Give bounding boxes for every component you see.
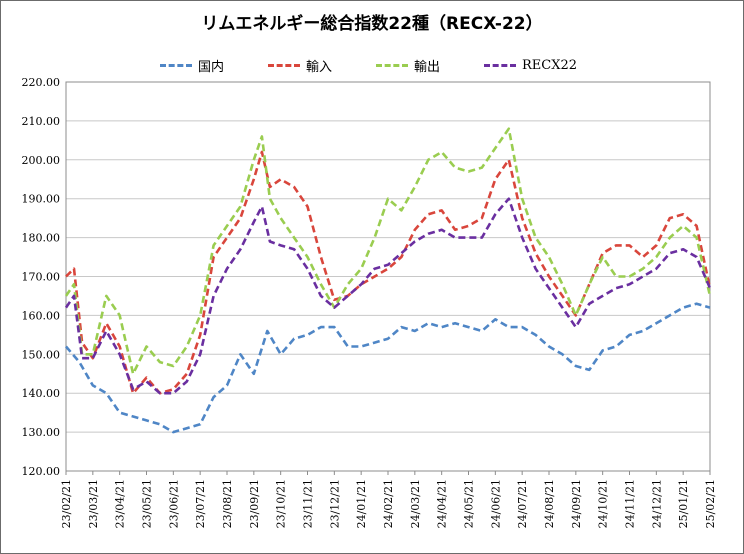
y-tick-label: 170.00 — [22, 271, 61, 284]
y-tick-label: 210.00 — [22, 115, 61, 128]
legend-swatch-recx22 — [484, 63, 516, 67]
y-tick-label: 220.00 — [22, 76, 61, 89]
x-tick-label: 24/01/21 — [355, 479, 368, 528]
x-tick-label: 24/09/21 — [570, 479, 583, 528]
x-tick-label: 23/08/21 — [221, 479, 234, 528]
y-tick-label: 150.00 — [22, 348, 61, 361]
x-tick-label: 24/07/21 — [516, 479, 529, 528]
x-tick-label: 24/10/21 — [597, 479, 610, 528]
legend-label-import: 輸入 — [306, 59, 333, 75]
x-tick-label: 24/03/21 — [409, 479, 422, 528]
y-tick-label: 120.00 — [22, 465, 61, 478]
legend-swatch-export — [376, 63, 408, 67]
x-tick-label: 24/12/21 — [650, 479, 663, 528]
legend-label-domestic: 国内 — [198, 59, 225, 75]
legend-label-recx22: RECX22 — [522, 57, 578, 73]
gridlines — [65, 81, 711, 472]
x-tick-label: 25/01/21 — [677, 479, 690, 528]
x-axis: 23/02/21 23/03/21 23/04/21 23/05/21 23/06/21… — [60, 471, 717, 528]
legend: 国内 輸入 輸出 RECX22 — [0, 55, 744, 75]
legend-item-import: 輸入 — [268, 55, 332, 75]
x-tick-label: 23/06/21 — [167, 479, 180, 528]
x-tick-label: 24/11/21 — [624, 479, 637, 528]
x-tick-label: 23/05/21 — [141, 479, 154, 528]
x-tick-label: 23/03/21 — [87, 479, 100, 528]
x-tick-label: 23/09/21 — [248, 479, 261, 528]
legend-swatch-import — [268, 63, 300, 67]
legend-item-domestic: 国内 — [160, 55, 224, 75]
x-tick-label: 24/06/21 — [489, 479, 502, 528]
x-tick-label: 23/02/21 — [60, 479, 73, 528]
x-tick-label: 24/04/21 — [436, 479, 449, 528]
x-tick-label: 23/11/21 — [302, 479, 315, 528]
x-tick-label: 24/05/21 — [463, 479, 476, 528]
chart-title: リムエネルギー総合指数22種（RECX-22） — [201, 14, 543, 34]
y-tick-label: 200.00 — [22, 154, 61, 167]
series-line-0 — [65, 302, 711, 434]
y-tick-label: 160.00 — [22, 309, 61, 322]
legend-label-export: 輸出 — [414, 59, 441, 75]
x-tick-label: 23/12/21 — [328, 479, 341, 528]
series-lines — [64, 127, 712, 434]
legend-item-recx22: RECX22 — [484, 55, 577, 75]
x-tick-label: 24/02/21 — [382, 479, 395, 528]
x-tick-label: 24/08/21 — [543, 479, 556, 528]
legend-swatch-domestic — [160, 63, 192, 67]
y-tick-label: 130.00 — [22, 426, 61, 439]
y-tick-label: 140.00 — [22, 387, 61, 400]
legend-item-export: 輸出 — [376, 55, 440, 75]
y-tick-label: 190.00 — [22, 193, 61, 206]
x-tick-label: 23/07/21 — [194, 479, 207, 528]
x-tick-label: 25/02/21 — [704, 479, 717, 528]
x-tick-label: 23/10/21 — [275, 479, 288, 528]
x-tick-label: 23/04/21 — [114, 479, 127, 528]
y-tick-label: 180.00 — [22, 232, 61, 245]
y-axis: 120.00 130.00 140.00 150.00 160.00 170.00 180.… — [22, 76, 61, 478]
